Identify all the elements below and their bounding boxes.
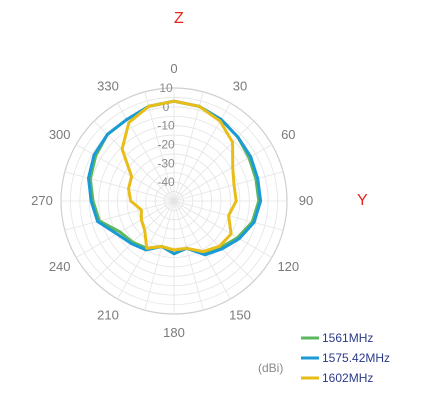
polar-grid <box>60 87 288 315</box>
angle-tick-label: 300 <box>49 127 71 142</box>
radial-tick-label: 0 <box>163 100 170 114</box>
unit-label: (dBi) <box>258 361 283 375</box>
radial-tick-label: -30 <box>157 156 175 170</box>
grid-spoke <box>144 91 175 202</box>
series-line-1602MHz <box>120 99 238 254</box>
radial-tick-label: -40 <box>157 175 175 189</box>
grid-spoke <box>64 200 175 231</box>
grid-spoke <box>173 120 255 202</box>
axis-label-z: Z <box>174 10 184 27</box>
legend-label: 1561MHz <box>322 331 373 345</box>
angle-tick-label: 90 <box>299 193 313 208</box>
angle-tick-label: 30 <box>233 79 247 94</box>
angle-tick-label: 120 <box>277 259 299 274</box>
legend-label: 1602MHz <box>322 371 373 385</box>
angle-tick-label: 240 <box>49 259 71 274</box>
grid-spoke <box>64 171 175 202</box>
grid-spoke <box>173 171 284 202</box>
legend-label: 1575.42MHz <box>322 351 390 365</box>
radial-tick-label: 10 <box>159 81 173 95</box>
grid-spoke <box>173 91 204 202</box>
grid-spoke <box>75 200 175 258</box>
angle-tick-label: 0 <box>170 61 177 76</box>
angle-tick-label: 210 <box>97 307 119 322</box>
grid-spoke <box>173 200 255 282</box>
series-lines <box>87 99 263 257</box>
angle-tick-label: 150 <box>229 307 251 322</box>
series-line-1575.42MHz <box>87 99 263 257</box>
axis-label-y: Y <box>357 192 368 209</box>
angle-tick-label: 330 <box>97 79 119 94</box>
grid-spoke <box>173 200 273 258</box>
grid-spoke <box>144 200 175 311</box>
tick-labels: 0 30 60 90 120 150 180 210 240 270 300 330 10 0 -10 -20… <box>31 61 313 340</box>
grid-spoke <box>173 144 273 202</box>
grid-spoke <box>173 200 204 311</box>
grid-spoke <box>93 200 175 282</box>
angle-tick-label: 180 <box>163 325 185 340</box>
angle-tick-label: 270 <box>31 193 53 208</box>
legend: 1561MHz 1575.42MHz 1602MHz <box>301 331 390 385</box>
angle-tick-label: 60 <box>281 127 295 142</box>
radial-tick-label: -20 <box>157 138 175 152</box>
radial-tick-label: -10 <box>157 119 175 133</box>
grid-spoke <box>75 144 175 202</box>
